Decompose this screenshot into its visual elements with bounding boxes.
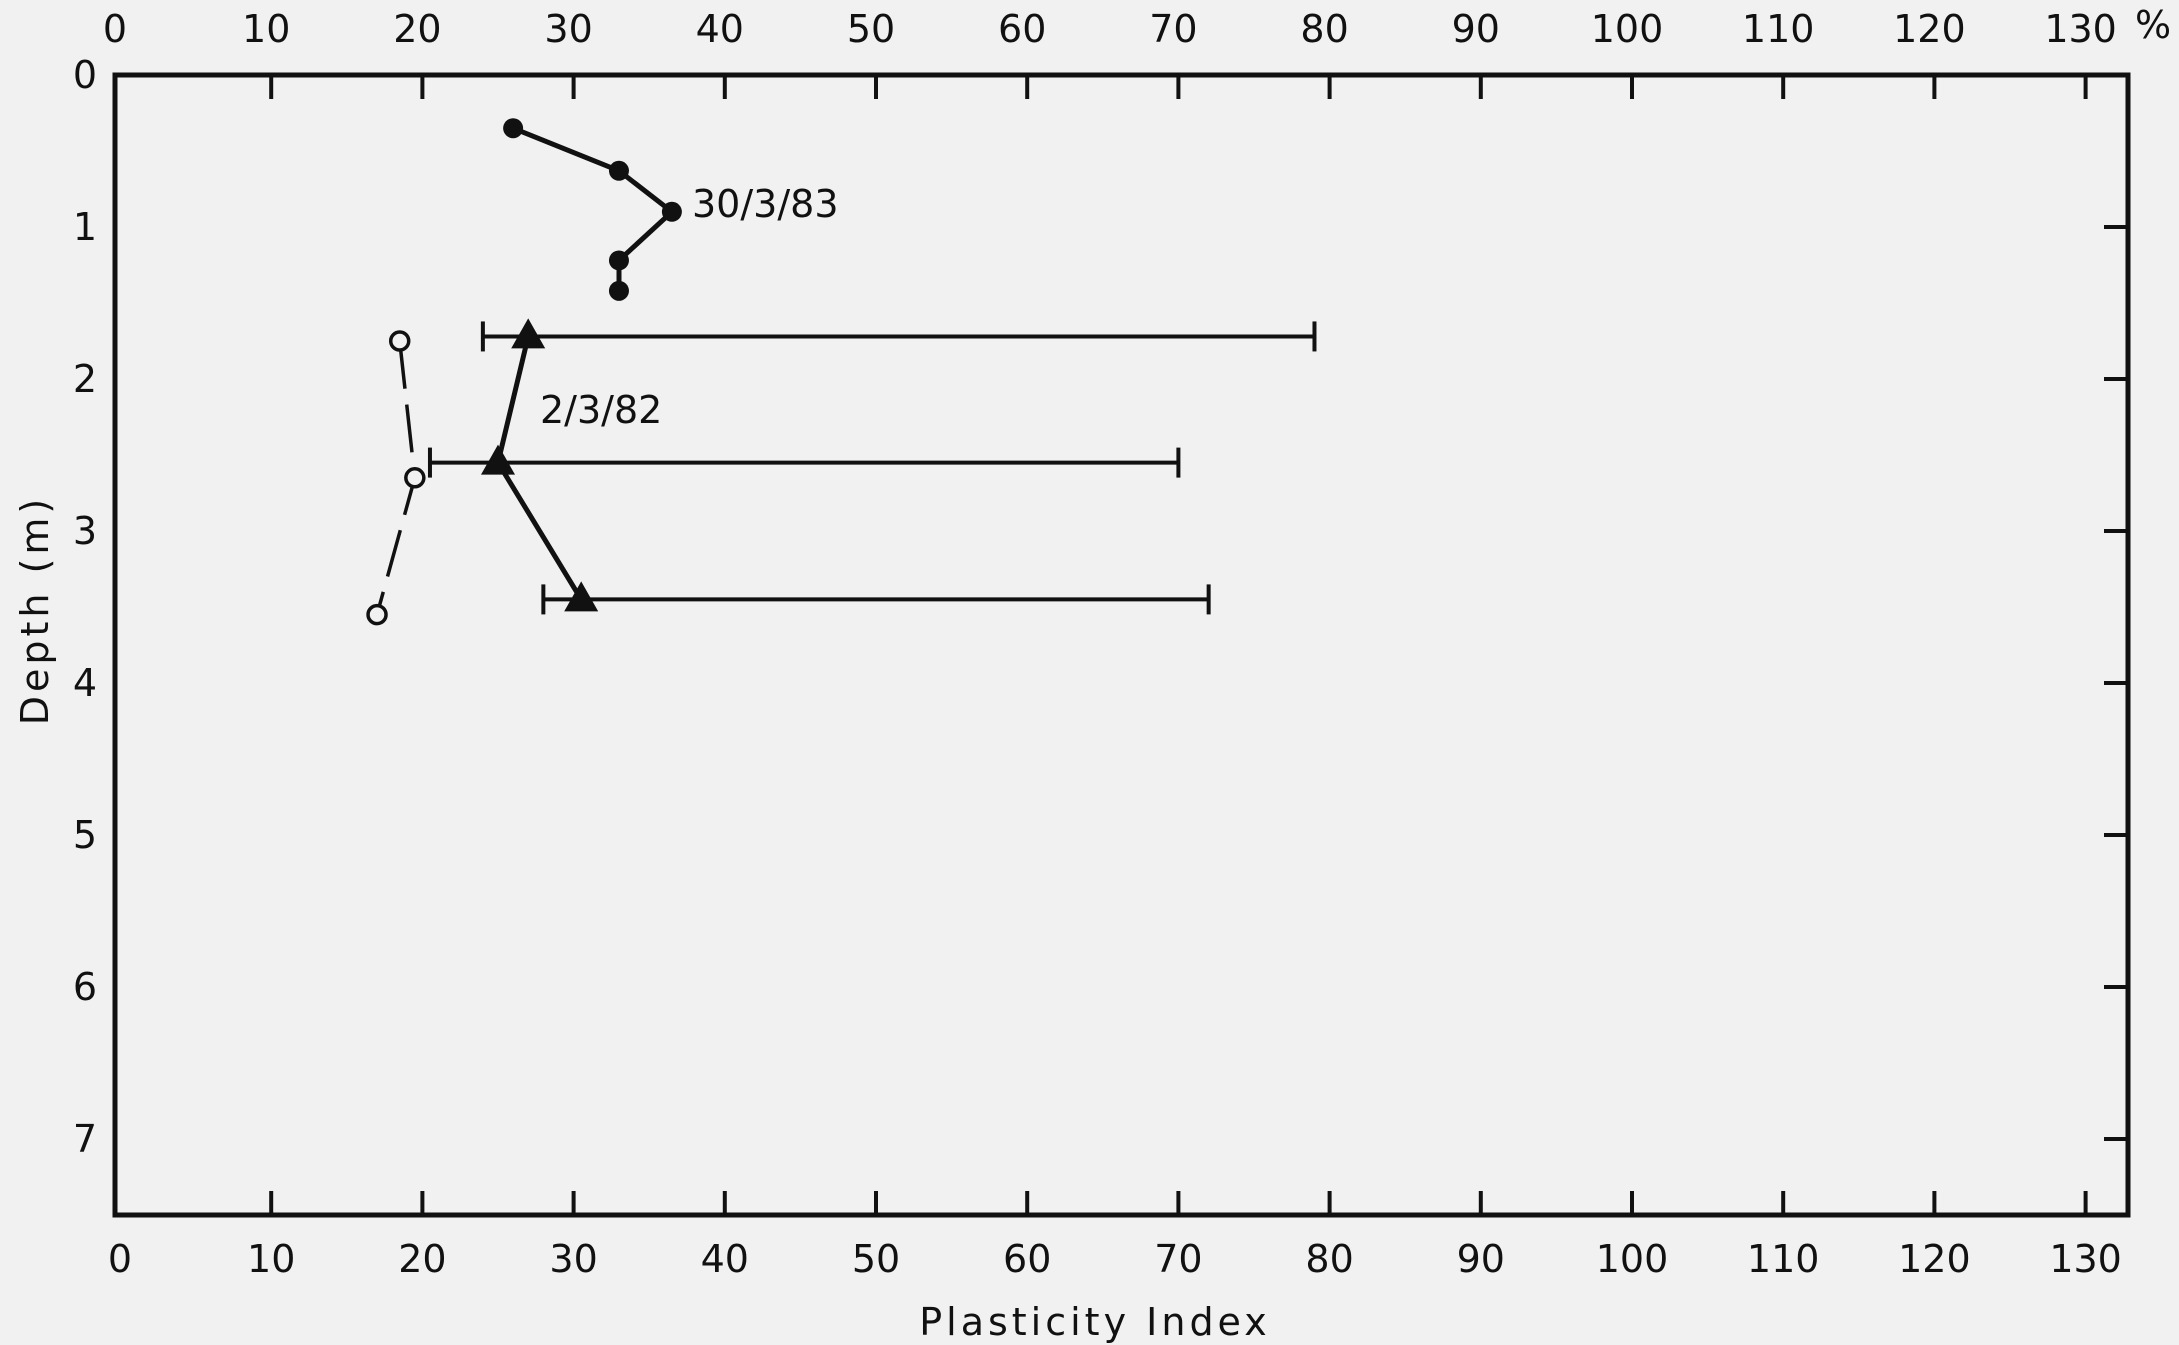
x-tick-label-top-100: 100 bbox=[1591, 7, 1664, 51]
y-tick-label-0: 0 bbox=[73, 53, 97, 97]
series-layer bbox=[366, 118, 1317, 626]
top-x-unit-label: % bbox=[2135, 3, 2171, 47]
data-point-0-0 bbox=[503, 118, 524, 139]
x-tick-label-bottom-50: 50 bbox=[852, 1237, 900, 1281]
series-0 bbox=[503, 118, 682, 301]
plot-frame bbox=[112, 72, 2131, 1218]
x-tick-label-top-80: 80 bbox=[1300, 7, 1348, 51]
y-tick-label-7: 7 bbox=[73, 1117, 97, 1161]
x-tick-label-top-20: 20 bbox=[393, 7, 441, 51]
x-tick-label-top-130: 130 bbox=[2044, 7, 2117, 51]
data-point-0-2 bbox=[661, 201, 682, 222]
x-tick-label-top-120: 120 bbox=[1893, 7, 1966, 51]
x-tick-label-bottom-80: 80 bbox=[1305, 1237, 1353, 1281]
x-tick-label-top-60: 60 bbox=[998, 7, 1046, 51]
y-tick-label-1: 1 bbox=[73, 205, 97, 249]
x-tick-label-bottom-90: 90 bbox=[1457, 1237, 1505, 1281]
data-point-1-1 bbox=[481, 444, 515, 475]
series-2 bbox=[366, 330, 426, 626]
x-tick-label-top-70: 70 bbox=[1149, 7, 1197, 51]
y-tick-label-5: 5 bbox=[73, 813, 97, 857]
y-tick-label-6: 6 bbox=[73, 965, 97, 1009]
x-tick-label-top-50: 50 bbox=[847, 7, 895, 51]
data-point-1-2 bbox=[564, 581, 599, 612]
data-point-2-1 bbox=[404, 467, 426, 489]
x-tick-label-top-10: 10 bbox=[242, 7, 290, 51]
annotation-2-3-82: 2/3/82 bbox=[540, 388, 662, 432]
x-tick-label-top-40: 40 bbox=[696, 7, 744, 51]
x-tick-label-bottom-30: 30 bbox=[549, 1237, 597, 1281]
x-tick-label-top-110: 110 bbox=[1742, 7, 1815, 51]
x-tick-label-bottom-20: 20 bbox=[398, 1237, 446, 1281]
x-tick-label-bottom-40: 40 bbox=[701, 1237, 749, 1281]
series-line-0 bbox=[512, 125, 676, 291]
data-point-0-4 bbox=[608, 280, 629, 301]
x-tick-label-top-0: 0 bbox=[103, 7, 127, 51]
y-tick-label-4: 4 bbox=[73, 661, 97, 705]
ticks-layer: 0010102020303040405050606070708080909010… bbox=[73, 7, 2128, 1281]
x-tick-label-bottom-10: 10 bbox=[247, 1237, 295, 1281]
series-1 bbox=[427, 318, 1317, 615]
x-tick-label-bottom-60: 60 bbox=[1003, 1237, 1051, 1281]
x-tick-label-bottom-120: 120 bbox=[1898, 1237, 1971, 1281]
x-tick-label-bottom-70: 70 bbox=[1154, 1237, 1202, 1281]
data-point-2-2 bbox=[366, 603, 388, 626]
x-tick-label-bottom-110: 110 bbox=[1747, 1237, 1820, 1281]
data-point-0-3 bbox=[608, 250, 629, 271]
data-point-1-0 bbox=[511, 318, 546, 349]
x-axis-title: Plasticity Index bbox=[919, 1300, 1271, 1344]
annotation-30-3-83: 30/3/83 bbox=[692, 182, 839, 226]
x-tick-label-bottom-130: 130 bbox=[2049, 1237, 2122, 1281]
y-tick-label-3: 3 bbox=[73, 509, 97, 553]
y-axis-title: Depth (m) bbox=[13, 495, 57, 726]
x-tick-label-bottom-0: 0 bbox=[108, 1237, 132, 1281]
data-point-2-0 bbox=[388, 330, 411, 352]
x-tick-label-top-90: 90 bbox=[1452, 7, 1500, 51]
y-tick-label-2: 2 bbox=[73, 357, 97, 401]
x-tick-label-bottom-100: 100 bbox=[1596, 1237, 1669, 1281]
x-tick-label-top-30: 30 bbox=[544, 7, 592, 51]
data-point-0-1 bbox=[608, 160, 629, 181]
